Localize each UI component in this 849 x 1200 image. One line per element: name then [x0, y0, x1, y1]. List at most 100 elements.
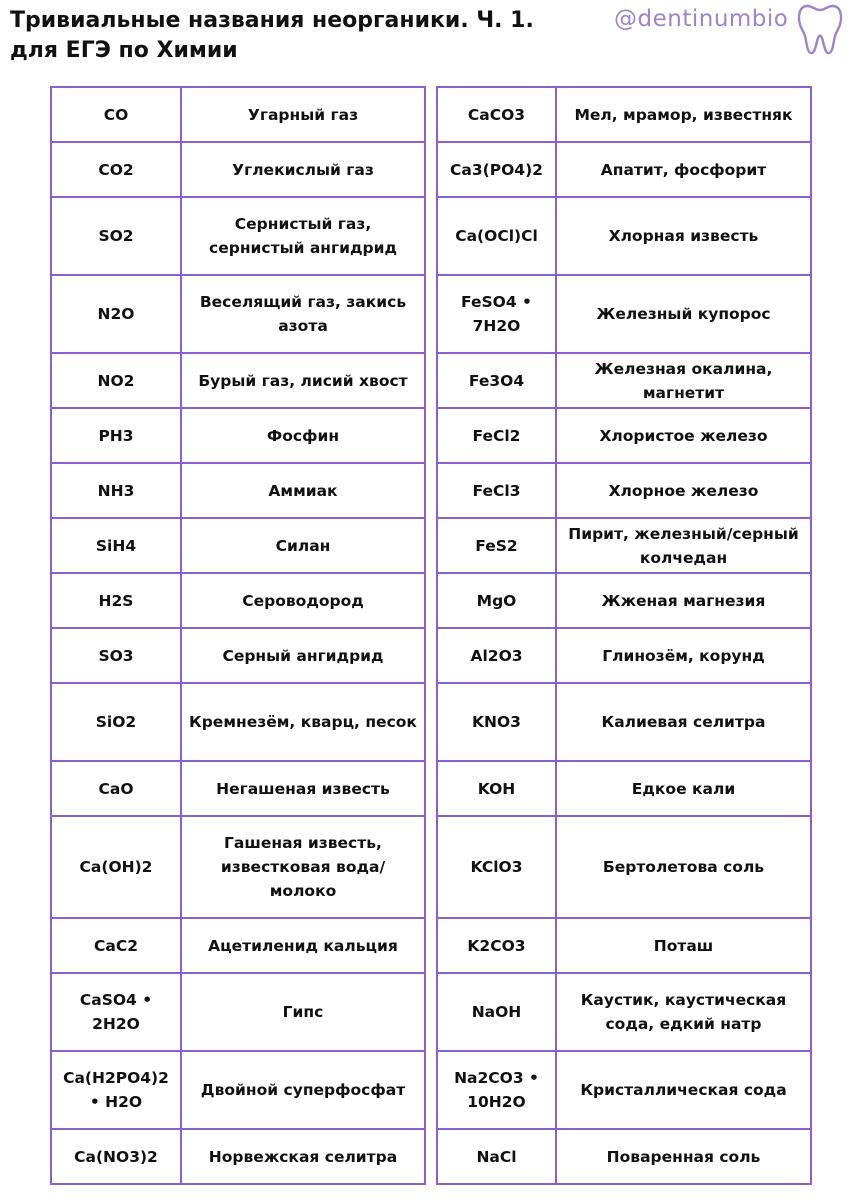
name-cell: Жженая магнезия	[555, 572, 812, 629]
formula-cell: KOH	[436, 760, 557, 817]
page-subtitle: для ЕГЭ по Химии	[10, 38, 238, 63]
name-cell: Ацетиленид кальция	[180, 917, 426, 974]
name-cell: Сернистый газ, сернистый ангидрид	[180, 196, 426, 276]
name-cell: Каустик, каустическая сода, едкий натр	[555, 972, 812, 1052]
table-row: NH3 Аммиак	[50, 462, 426, 519]
formula-cell: CaO	[50, 760, 182, 817]
name-cell: Хлорное железо	[555, 462, 812, 519]
name-cell: Железный купорос	[555, 274, 812, 354]
formula-cell: KClO3	[436, 815, 557, 919]
formula-cell: K2CO3	[436, 917, 557, 974]
formula-cell: CO	[50, 86, 182, 143]
table-row: CaCO3 Мел, мрамор, известняк	[436, 86, 812, 143]
formula-cell: Ca(NO3)2	[50, 1128, 182, 1185]
name-cell: Гашеная известь, известковая вода/ молок…	[180, 815, 426, 919]
name-cell: Калиевая селитра	[555, 682, 812, 762]
table-row: KOH Едкое кали	[436, 760, 812, 817]
table-row: FeSO4 • 7H2O Железный купорос	[436, 274, 812, 354]
name-cell: Негашеная известь	[180, 760, 426, 817]
table-row: SiH4 Силан	[50, 517, 426, 574]
table-row: Ca3(PO4)2 Апатит, фосфорит	[436, 141, 812, 198]
table-row: PH3 Фосфин	[50, 407, 426, 464]
formula-cell: CaC2	[50, 917, 182, 974]
page-title: Тривиальные названия неорганики. Ч. 1.	[10, 8, 534, 33]
table-row: Ca(NO3)2 Норвежская селитра	[50, 1128, 426, 1185]
name-cell: Сероводород	[180, 572, 426, 629]
formula-cell: FeCl2	[436, 407, 557, 464]
name-cell: Аммиак	[180, 462, 426, 519]
table-row: KClO3 Бертолетова соль	[436, 815, 812, 919]
name-cell: Двойной суперфосфат	[180, 1050, 426, 1130]
table-row: Ca(OCl)Cl Хлорная известь	[436, 196, 812, 276]
name-cell: Мел, мрамор, известняк	[555, 86, 812, 143]
formula-cell: NaOH	[436, 972, 557, 1052]
table-row: FeCl3 Хлорное железо	[436, 462, 812, 519]
name-cell: Углекислый газ	[180, 141, 426, 198]
table-row: FeCl2 Хлористое железо	[436, 407, 812, 464]
name-cell: Норвежская селитра	[180, 1128, 426, 1185]
table-row: CO Угарный газ	[50, 86, 426, 143]
table-row: Ca(H2PO4)2 • H2O Двойной суперфосфат	[50, 1050, 426, 1130]
formula-cell: Ca3(PO4)2	[436, 141, 557, 198]
table-row: KNO3 Калиевая селитра	[436, 682, 812, 762]
formula-cell: NaCl	[436, 1128, 557, 1185]
name-cell: Едкое кали	[555, 760, 812, 817]
formula-cell: Al2O3	[436, 627, 557, 684]
formula-cell: Ca(H2PO4)2 • H2O	[50, 1050, 182, 1130]
table-row: CaC2 Ацетиленид кальция	[50, 917, 426, 974]
table-row: SiO2 Кремнезём, кварц, песок	[50, 682, 426, 762]
formula-cell: SiO2	[50, 682, 182, 762]
name-cell: Угарный газ	[180, 86, 426, 143]
formula-cell: CaCO3	[436, 86, 557, 143]
table-row: NO2 Бурый газ, лисий хвост	[50, 352, 426, 409]
page-header: Тривиальные названия неорганики. Ч. 1. д…	[10, 6, 610, 66]
name-cell: Поташ	[555, 917, 812, 974]
formula-cell: NH3	[50, 462, 182, 519]
table-row: H2S Сероводород	[50, 572, 426, 629]
formula-cell: FeCl3	[436, 462, 557, 519]
table-row: MgO Жженая магнезия	[436, 572, 812, 629]
formula-cell: CaSO4 • 2H2O	[50, 972, 182, 1052]
name-cell: Железная окалина, магнетит	[555, 352, 812, 409]
table-row: CO2 Углекислый газ	[50, 141, 426, 198]
table-row: Fe3O4 Железная окалина, магнетит	[436, 352, 812, 409]
brand: @dentinumbio	[614, 4, 843, 55]
table-row: NaOH Каустик, каустическая сода, едкий н…	[436, 972, 812, 1052]
name-cell: Апатит, фосфорит	[555, 141, 812, 198]
formula-cell: Ca(OCl)Cl	[436, 196, 557, 276]
name-cell: Гипс	[180, 972, 426, 1052]
name-cell: Фосфин	[180, 407, 426, 464]
table-row: NaCl Поваренная соль	[436, 1128, 812, 1185]
formula-cell: N2O	[50, 274, 182, 354]
formula-cell: FeS2	[436, 517, 557, 574]
name-cell: Силан	[180, 517, 426, 574]
formula-cell: Ca(OH)2	[50, 815, 182, 919]
formula-cell: FeSO4 • 7H2O	[436, 274, 557, 354]
table-row: Al2O3 Глинозём, корунд	[436, 627, 812, 684]
table-row: SO3 Серный ангидрид	[50, 627, 426, 684]
name-cell: Кристаллическая сода	[555, 1050, 812, 1130]
tooth-icon	[797, 4, 843, 55]
formula-cell: NO2	[50, 352, 182, 409]
left-formula-table: CO Угарный газ CO2 Углекислый газ SO2 Се…	[50, 86, 426, 1185]
name-cell: Веселящий газ, закись азота	[180, 274, 426, 354]
formula-cell: MgO	[436, 572, 557, 629]
table-row: CaSO4 • 2H2O Гипс	[50, 972, 426, 1052]
name-cell: Кремнезём, кварц, песок	[180, 682, 426, 762]
name-cell: Поваренная соль	[555, 1128, 812, 1185]
name-cell: Хлорная известь	[555, 196, 812, 276]
formula-cell: Fe3O4	[436, 352, 557, 409]
name-cell: Серный ангидрид	[180, 627, 426, 684]
name-cell: Хлористое железо	[555, 407, 812, 464]
formula-cell: SO3	[50, 627, 182, 684]
table-row: N2O Веселящий газ, закись азота	[50, 274, 426, 354]
table-row: CaO Негашеная известь	[50, 760, 426, 817]
name-cell: Пирит, железный/серный колчедан	[555, 517, 812, 574]
formula-cell: KNO3	[436, 682, 557, 762]
formula-cell: SO2	[50, 196, 182, 276]
formula-cell: CO2	[50, 141, 182, 198]
formula-cell: Na2CO3 • 10H2O	[436, 1050, 557, 1130]
table-row: K2CO3 Поташ	[436, 917, 812, 974]
right-formula-table: CaCO3 Мел, мрамор, известняк Ca3(PO4)2 А…	[436, 86, 812, 1185]
formula-cell: H2S	[50, 572, 182, 629]
